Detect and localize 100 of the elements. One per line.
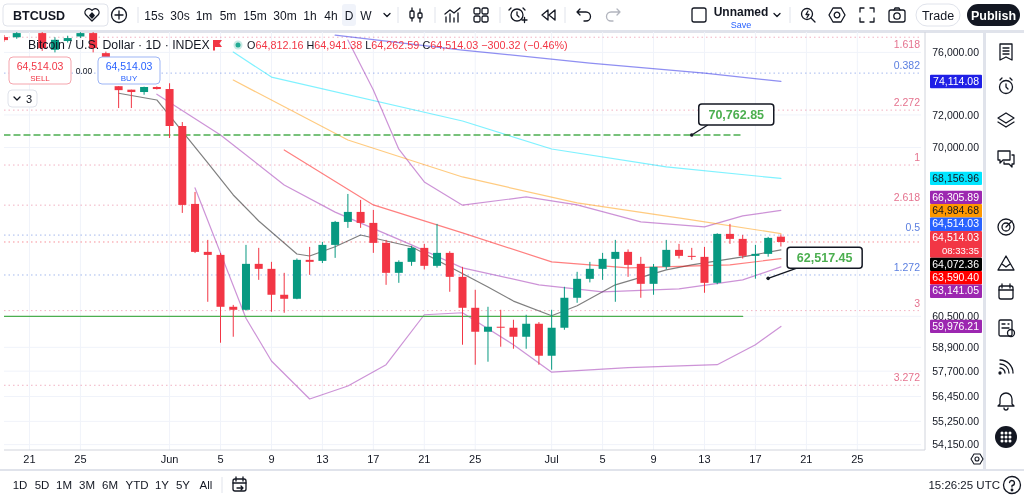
text: 5D bbox=[34, 479, 50, 491]
candlestick bbox=[662, 239, 671, 270]
text: D bbox=[344, 9, 354, 23]
text: YTD bbox=[125, 479, 149, 491]
candlestick bbox=[522, 314, 531, 350]
candlestick bbox=[445, 250, 454, 293]
candlestick bbox=[751, 244, 760, 280]
candlestick bbox=[675, 243, 684, 259]
candlestick bbox=[343, 193, 352, 229]
text: Save bbox=[730, 19, 752, 30]
candlestick bbox=[509, 319, 518, 350]
annotation: 3 bbox=[914, 296, 921, 309]
text: 15m bbox=[243, 9, 267, 23]
candlestick bbox=[483, 306, 492, 363]
annotation: 1 bbox=[914, 151, 921, 164]
candlestick bbox=[738, 234, 747, 259]
y-tick-label: 55,250.00 bbox=[932, 415, 980, 428]
text: 15s bbox=[144, 9, 164, 23]
candlestick bbox=[254, 247, 263, 281]
annotation: 70,762.85 bbox=[708, 108, 765, 122]
x-tick-label: 5 bbox=[599, 453, 606, 465]
text: 30s bbox=[170, 9, 190, 23]
text: Trade bbox=[921, 8, 955, 23]
candlestick bbox=[496, 309, 505, 348]
text: 3M bbox=[79, 479, 95, 491]
text: W bbox=[360, 9, 373, 23]
x-tick-label: 25 bbox=[74, 453, 87, 465]
text: 08:33:35 bbox=[942, 245, 979, 257]
x-tick-label: 21 bbox=[418, 453, 431, 465]
candlestick bbox=[636, 256, 645, 299]
text: 1M bbox=[56, 479, 72, 491]
candlestick bbox=[624, 248, 633, 278]
x-tick-label: Jul bbox=[544, 453, 559, 465]
annotation: 64,514.03 bbox=[16, 59, 64, 72]
candlestick bbox=[764, 236, 773, 258]
text: 5Y bbox=[175, 479, 191, 491]
annotation: 1.618 bbox=[893, 38, 921, 51]
candlestick bbox=[725, 223, 734, 245]
candlestick bbox=[203, 239, 212, 303]
text: 64,514.03 bbox=[932, 230, 979, 243]
annotation: 64,514.03 bbox=[430, 39, 479, 51]
annotation: BUY bbox=[120, 73, 138, 83]
candlestick bbox=[369, 209, 378, 254]
y-tick-label: 70,000.00 bbox=[932, 141, 980, 154]
y-tick-label: 76,000.00 bbox=[932, 46, 980, 59]
annotation: 2.272 bbox=[893, 96, 921, 109]
candlestick bbox=[280, 272, 289, 314]
text: 1m bbox=[195, 9, 213, 23]
text: 6M bbox=[102, 479, 118, 491]
annotation: 1.272 bbox=[893, 260, 921, 273]
x-tick-label: 13 bbox=[316, 453, 329, 465]
text: 5m bbox=[219, 9, 237, 23]
candlestick bbox=[776, 233, 785, 248]
annotation: 0.00 bbox=[75, 65, 93, 76]
annotation: 3 bbox=[25, 93, 33, 105]
y-tick-label: 54,150.00 bbox=[932, 438, 980, 451]
x-tick-label: Jun bbox=[160, 453, 179, 465]
text: 1Y bbox=[154, 479, 170, 491]
x-tick-label: 25 bbox=[851, 453, 864, 465]
annotation: 3.272 bbox=[893, 371, 921, 384]
text: BTCUSD bbox=[13, 9, 66, 23]
candlestick bbox=[114, 85, 123, 109]
annotation: 0.5 bbox=[905, 221, 921, 234]
text: All bbox=[199, 479, 213, 491]
y-tick-label: 57,700.00 bbox=[932, 364, 980, 377]
candlestick bbox=[585, 261, 594, 283]
y-tick-label: 58,900.00 bbox=[932, 341, 980, 354]
candlestick bbox=[611, 239, 620, 303]
y-tick-label: 56,450.00 bbox=[932, 390, 980, 403]
candlestick bbox=[471, 289, 480, 366]
candlestick bbox=[433, 223, 442, 269]
candlestick bbox=[318, 241, 327, 264]
candlestick bbox=[420, 243, 429, 270]
annotation: 0.382 bbox=[893, 59, 921, 72]
candlestick bbox=[394, 259, 403, 284]
candlestick bbox=[649, 263, 658, 296]
annotation: SELL bbox=[30, 73, 51, 83]
x-tick-label: 5 bbox=[217, 453, 224, 465]
x-tick-label: 21 bbox=[800, 453, 813, 465]
text: 1h bbox=[303, 9, 317, 23]
y-tick-label: 72,000.00 bbox=[932, 108, 980, 121]
annotation: 62,517.45 bbox=[796, 251, 853, 266]
text: Unnamed bbox=[713, 5, 769, 19]
x-tick-label: 17 bbox=[367, 453, 380, 465]
x-tick-label: 21 bbox=[23, 453, 36, 465]
candlestick bbox=[356, 199, 365, 229]
candlestick bbox=[331, 220, 340, 259]
annotation: 64,514.03 bbox=[105, 59, 153, 72]
text: 30m bbox=[273, 9, 297, 23]
candlestick bbox=[229, 304, 238, 338]
x-tick-label: 9 bbox=[268, 453, 275, 465]
text: 15:26:25 UTC bbox=[928, 479, 1000, 491]
text: 1D bbox=[12, 479, 28, 491]
candlestick bbox=[573, 271, 582, 304]
x-tick-label: 9 bbox=[650, 453, 657, 465]
text: 4h bbox=[324, 9, 338, 23]
x-tick-label: 17 bbox=[749, 453, 762, 465]
candlestick bbox=[687, 247, 696, 261]
x-tick-label: 25 bbox=[469, 453, 482, 465]
x-tick-label: 13 bbox=[698, 453, 711, 465]
